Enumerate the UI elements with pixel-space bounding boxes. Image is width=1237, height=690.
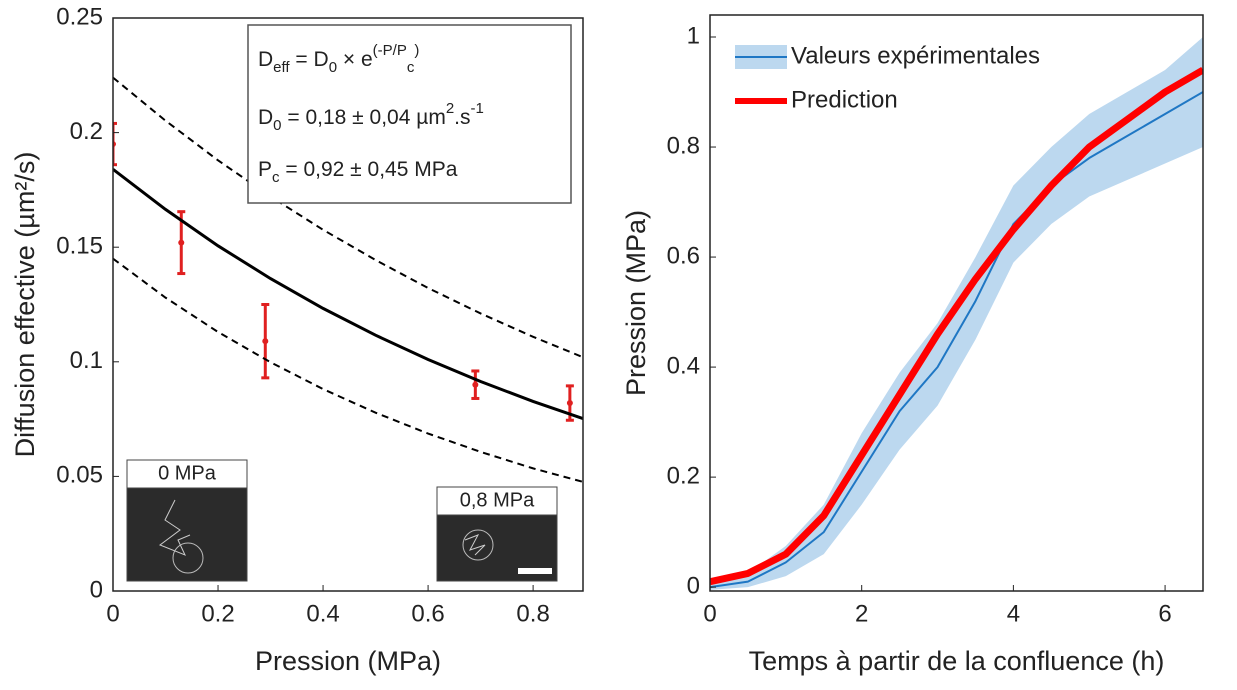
annotation-frame [247,24,572,204]
inset: 0 MPa [126,459,248,582]
confidence-curve [113,257,583,483]
x-tick-label: 0 [703,600,716,627]
ann-part: D [258,48,273,71]
x-axis-label: Temps à partir de la confluence (h) [749,646,1165,676]
x-axis-label: Pression (MPa) [255,646,441,676]
ann-part: D [258,106,273,129]
x-tick-label: 4 [1007,600,1020,627]
ann-part: (-P/P [373,42,407,59]
x-tick-label: 0.4 [306,600,339,627]
y-tick-label: 1 [687,22,700,49]
ann-part: = D [290,48,329,71]
legend-label: Prediction [791,86,898,113]
plot-frame [112,17,584,592]
y-tick-label: 0 [90,576,103,603]
ann-part: = 0,18 ± 0,04 µm [282,106,446,129]
y-tick-label: 0.15 [56,233,103,260]
y-tick-label: 0.2 [667,462,700,489]
legend-label: Valeurs expérimentales [791,42,1040,69]
plot-area: Valeurs expérimentales Prediction [710,37,1203,590]
annotation: Pc = 0,92 ± 0,45 MPa [258,158,458,187]
inset-label: 0,8 MPa [460,489,535,511]
x-tick-label: 2 [855,600,868,627]
ann-part: ) [414,42,419,59]
ann-part: 2 [446,100,454,117]
x-tick-label: 0.6 [411,600,444,627]
y-tick-label: 0.8 [667,132,700,159]
x-tick-label: 0 [106,600,119,627]
trajectory [464,534,486,556]
plot-area [113,76,583,483]
ann-part: -1 [471,100,484,117]
y-axis-label: Pression (MPa) [621,210,651,396]
x-tick-label: 6 [1158,600,1171,627]
ann-part: .s [454,106,470,129]
annotation-box: Deff = D0 × e(-P/Pc) D0 = 0,18 ± 0,04 µm… [247,24,572,204]
y-tick-label: 0.05 [56,462,103,489]
fit-curve [113,168,583,421]
ann-part: eff [273,59,290,76]
error-band [710,37,1203,590]
y-tick-label: 0.2 [70,118,103,145]
ann-part: c [407,59,415,76]
ann-part: = 0,92 ± 0,45 MPa [280,158,458,181]
ann-part: × e [337,48,373,71]
y-axis-label: Diffusion effective (µm²/s) [10,152,40,458]
ann-part: 0 [329,59,337,76]
trajectory [158,499,191,556]
y-tick-label: 0.25 [56,3,103,30]
inset-header [126,459,248,489]
confidence-curve [113,76,583,359]
point [472,381,479,388]
plot-frame [709,14,1204,592]
inset-label: 0 MPa [158,462,217,484]
y-tick-label: 0.4 [667,352,700,379]
y-tick-label: 0 [687,572,700,599]
ann-part: P [258,158,272,181]
ann-part: c [272,169,280,186]
annotation: D0 = 0,18 ± 0,04 µm2.s-1 [258,100,484,134]
y-tick-label: 0.6 [667,242,700,269]
point [178,239,185,246]
ann-part: 0 [273,117,281,134]
inset-header [436,486,558,516]
chart: Valeurs expérimentales Prediction 0 2 4 6 0 0.2… [621,14,1204,676]
trajectory-circle [462,529,494,561]
x-tick-label: 0.8 [516,600,549,627]
line [710,91,1203,589]
point [262,338,269,345]
y-tick-label: 0.1 [70,347,103,374]
inset: 0,8 MPa [436,486,558,582]
line [710,66,1203,586]
chart: 0 0.2 0.4 0.6 0.8 0 0.05 0.1 0.15 0.2 0.25 Pression… [10,3,584,676]
point [566,400,573,407]
x-tick-label: 0.2 [201,600,234,627]
trajectory-circle [172,542,204,574]
annotation: Deff = D0 × e(-P/Pc) [258,42,419,76]
scale-bar [518,568,552,574]
